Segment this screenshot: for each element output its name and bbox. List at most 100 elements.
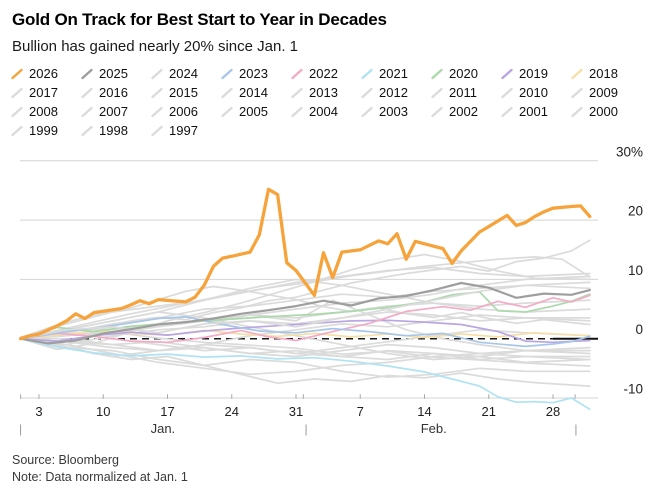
x-axis-label-31: 31 xyxy=(289,404,303,419)
legend-item-2014: 2014 xyxy=(220,83,290,102)
x-axis-label-3: 3 xyxy=(35,404,42,419)
legend-item-1999: 1999 xyxy=(10,121,80,140)
legend-slash-icon xyxy=(291,87,303,98)
note-label: Note: Data normalized at Jan. 1 xyxy=(12,469,188,484)
legend-slash-icon xyxy=(151,106,163,117)
legend-item-2020: 2020 xyxy=(430,64,500,83)
month-label-Jan.: Jan. xyxy=(151,421,176,436)
legend-slash-icon xyxy=(571,106,583,117)
legend-slash-icon xyxy=(361,68,373,79)
series-line-2026 xyxy=(18,187,592,341)
legend-slash-icon xyxy=(571,68,583,79)
legend-slash-icon xyxy=(221,87,233,98)
legend-item-2011: 2011 xyxy=(430,83,500,102)
legend-year-label: 2008 xyxy=(29,104,58,119)
legend-item-2005: 2005 xyxy=(220,102,290,121)
x-axis-label-7: 7 xyxy=(357,404,364,419)
legend-slash-icon xyxy=(221,68,233,79)
series-line-2024 xyxy=(19,281,591,340)
legend-item-2009: 2009 xyxy=(570,83,640,102)
series-line-2023 xyxy=(19,315,591,348)
legend-item-2012: 2012 xyxy=(360,83,430,102)
legend-item-2021: 2021 xyxy=(360,64,430,83)
legend-slash-icon xyxy=(361,106,373,117)
legend-item-2004: 2004 xyxy=(290,102,360,121)
legend-year-label: 1999 xyxy=(29,123,58,138)
legend-item-2002: 2002 xyxy=(430,102,500,121)
y-axis-label--10: -10 xyxy=(623,382,643,397)
legend-item-1997: 1997 xyxy=(150,121,220,140)
chart-title: Gold On Track for Best Start to Year in … xyxy=(12,10,387,29)
month-separator: | xyxy=(305,422,308,436)
series-line-2017 xyxy=(19,284,591,340)
legend-year-label: 2017 xyxy=(29,85,58,100)
legend-year-label: 2015 xyxy=(169,85,198,100)
legend-year-label: 1997 xyxy=(169,123,198,138)
y-axis-label-30: 30% xyxy=(616,144,643,159)
legend-slash-icon xyxy=(151,68,163,79)
legend-slash-icon xyxy=(151,87,163,98)
legend-slash-icon xyxy=(81,106,93,117)
legend-slash-icon xyxy=(151,125,163,136)
series-line-2006 xyxy=(19,278,591,340)
legend-year-label: 2025 xyxy=(99,66,128,81)
legend-year-label: 2006 xyxy=(169,104,198,119)
month-label-Feb.: Feb. xyxy=(421,421,447,436)
legend-item-2006: 2006 xyxy=(150,102,220,121)
legend-slash-icon xyxy=(221,106,233,117)
y-axis-label-10: 10 xyxy=(628,263,643,278)
chart-subtitle: Bullion has gained nearly 20% since Jan.… xyxy=(12,38,299,55)
legend-slash-icon xyxy=(81,68,93,79)
legend-year-label: 2016 xyxy=(99,85,128,100)
legend-year-label: 2020 xyxy=(449,66,478,81)
legend-item-2008: 2008 xyxy=(10,102,80,121)
legend-year-label: 2022 xyxy=(309,66,338,81)
legend-slash-icon xyxy=(501,106,513,117)
legend-year-label: 2004 xyxy=(309,104,338,119)
legend-year-label: 2007 xyxy=(99,104,128,119)
series-line-2009 xyxy=(19,253,591,351)
series-line-2025 xyxy=(19,281,591,345)
series-line-2011 xyxy=(19,337,591,376)
legend-slash-icon xyxy=(501,87,513,98)
legend-slash-icon xyxy=(431,87,443,98)
legend-item-2017: 2017 xyxy=(10,83,80,102)
chart-legend: 2026 2025 2024 2023 2022 2021 2020 2019 2018 2017… xyxy=(10,64,651,140)
legend-year-label: 2013 xyxy=(309,85,338,100)
legend-year-label: 2026 xyxy=(29,66,58,81)
legend-year-label: 2009 xyxy=(589,85,618,100)
series-line-2012 xyxy=(19,256,591,340)
gold-chart-card: Gold On Track for Best Start to Year in … xyxy=(0,10,651,504)
legend-year-label: 1998 xyxy=(99,123,128,138)
y-axis-label-20: 20 xyxy=(628,204,643,219)
legend-slash-icon xyxy=(501,68,513,79)
legend-year-label: 2010 xyxy=(519,85,548,100)
legend-slash-icon xyxy=(291,106,303,117)
legend-item-2025: 2025 xyxy=(80,64,150,83)
month-separator: | xyxy=(19,422,22,436)
legend-year-label: 2014 xyxy=(239,85,268,100)
legend-item-2018: 2018 xyxy=(570,64,640,83)
legend-slash-icon xyxy=(361,87,373,98)
legend-slash-icon xyxy=(571,87,583,98)
legend-item-2019: 2019 xyxy=(500,64,570,83)
legend-slash-icon xyxy=(81,87,93,98)
legend-year-label: 2019 xyxy=(519,66,548,81)
legend-year-label: 2001 xyxy=(519,104,548,119)
legend-slash-icon xyxy=(81,125,93,136)
x-axis-label-10: 10 xyxy=(96,404,110,419)
line-chart: 30% 20 10 0 -10 3 10 17 24 31 7 14 21 28 Jan. Feb. | | | xyxy=(18,144,643,436)
x-axis-label-14: 14 xyxy=(417,404,431,419)
legend-item-2016: 2016 xyxy=(80,83,150,102)
legend-year-label: 2018 xyxy=(589,66,618,81)
source-label: Source: Bloomberg xyxy=(12,453,120,467)
legend-year-label: 2002 xyxy=(449,104,478,119)
legend-slash-icon xyxy=(291,68,303,79)
legend-slash-icon xyxy=(11,68,23,79)
legend-slash-icon xyxy=(431,106,443,117)
legend-item-2022: 2022 xyxy=(290,64,360,83)
legend-year-label: 2005 xyxy=(239,104,268,119)
legend-item-2000: 2000 xyxy=(570,102,640,121)
legend-item-2007: 2007 xyxy=(80,102,150,121)
legend-item-2013: 2013 xyxy=(290,83,360,102)
